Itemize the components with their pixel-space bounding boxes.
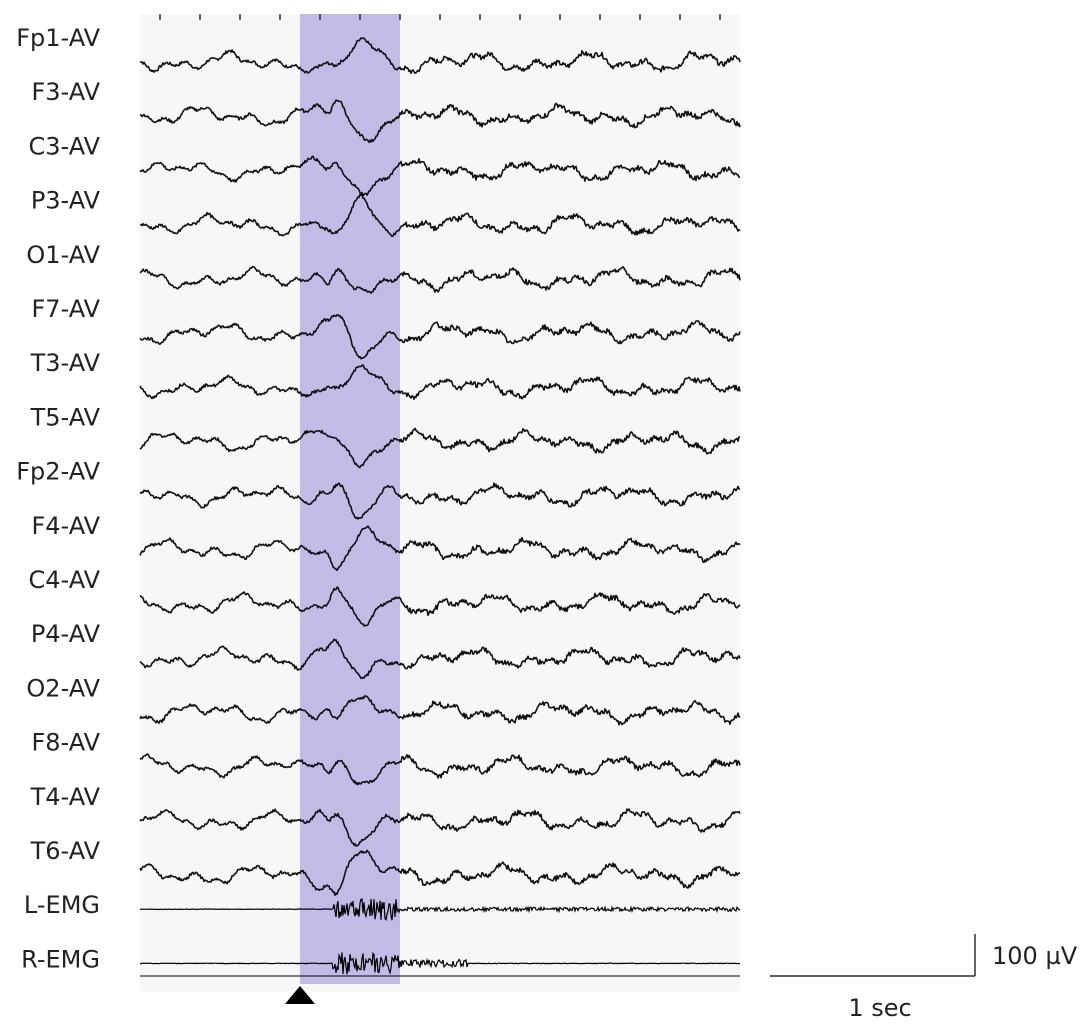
channel-label: R-EMG [21,945,100,973]
trace-r-emg [139,952,740,975]
channel-label: Fp2-AV [16,458,100,486]
trace-p3-av [139,193,741,238]
channel-label: P3-AV [31,187,101,215]
trace-t5-av [139,427,741,469]
highlight-band [300,14,400,984]
trace-fp2-av [139,482,741,520]
channel-label: Fp1-AV [16,24,100,52]
event-marker [285,986,315,1004]
scale-bar: 100 µV 1 sec [770,934,1078,1022]
channel-label: F4-AV [31,512,100,540]
scale-bar-time-label: 1 sec [848,994,911,1022]
trace-c3-av [139,155,741,197]
channel-label: T5-AV [30,403,101,431]
trace-o2-av [139,694,741,726]
trace-t6-av [139,849,741,897]
channel-label: C3-AV [29,132,101,160]
trace-t4-av [139,808,741,847]
trace-p4-av [139,638,741,680]
channel-label: C4-AV [29,566,101,594]
channel-label: T4-AV [30,783,101,811]
plot-background [140,14,740,992]
channel-labels: Fp1-AV F3-AV C3-AV P3-AV O1-AV F7-AV T3-AV T5-A… [16,24,100,973]
trace-f8-av [139,753,741,786]
trace-l-emg [139,898,741,922]
channel-label: F8-AV [31,729,100,757]
channel-label: O1-AV [26,241,100,269]
scale-bar-amplitude-label: 100 µV [992,942,1078,970]
trace-t3-av [139,364,741,401]
channel-label: F3-AV [31,78,100,106]
trace-f3-av [139,99,741,144]
trace-f7-av [139,313,741,360]
channel-label: T3-AV [30,349,101,377]
top-ticks [159,14,721,20]
trace-fp1-av [139,37,741,74]
channel-label: F7-AV [31,295,100,323]
trace-c4-av [139,586,741,627]
traces [139,37,741,977]
trace-o1-av [139,265,741,294]
channel-label: O2-AV [26,674,100,702]
channel-label: L-EMG [24,891,100,919]
channel-label: T6-AV [30,837,101,865]
channel-label: P4-AV [31,620,101,648]
trace-f4-av [139,525,741,572]
